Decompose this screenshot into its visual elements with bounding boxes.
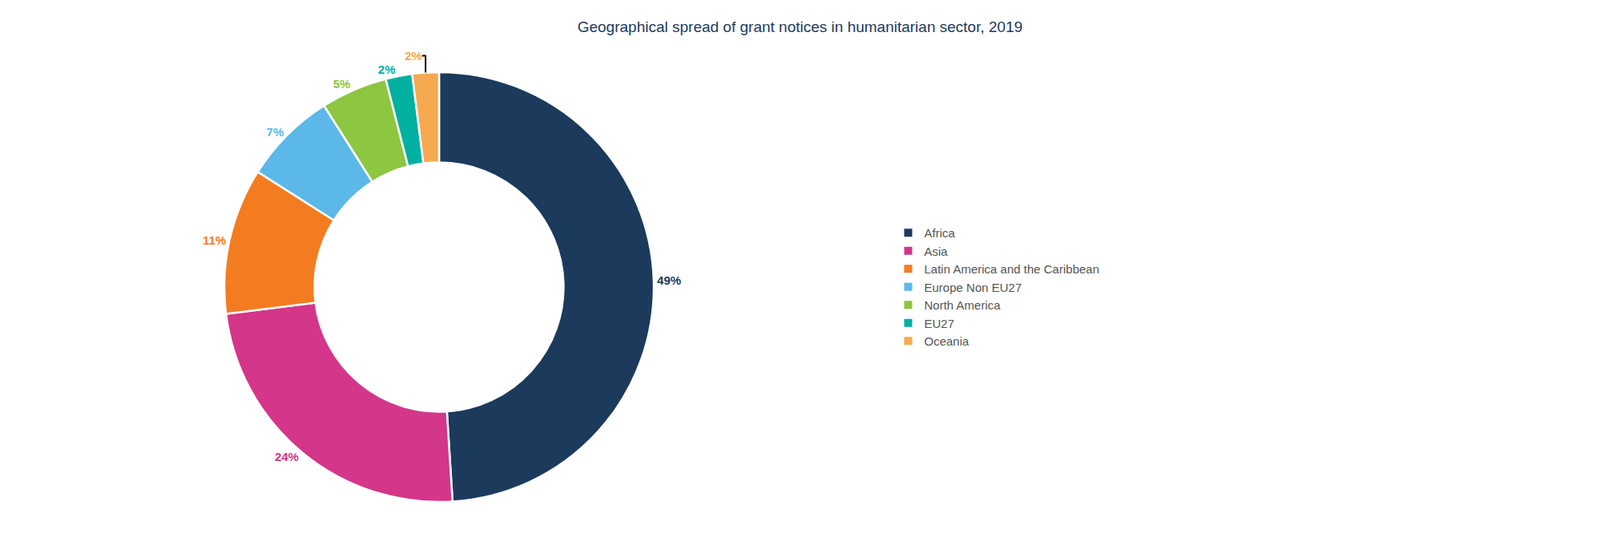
svg-text:Africa: Africa [924, 225, 956, 240]
svg-text:Latin America and the Caribbea: Latin America and the Caribbean [924, 261, 1100, 276]
svg-text:Geographical spread of grant n: Geographical spread of grant notices in … [577, 18, 1024, 36]
svg-text:5%: 5% [333, 76, 351, 91]
svg-text:24%: 24% [274, 449, 299, 464]
svg-text:Europe Non EU27: Europe Non EU27 [924, 280, 1023, 295]
svg-text:EU27: EU27 [924, 316, 956, 331]
svg-text:49%: 49% [656, 273, 682, 287]
svg-text:Oceania: Oceania [924, 334, 971, 348]
svg-text:7%: 7% [266, 124, 285, 139]
svg-text:Asia: Asia [924, 244, 949, 258]
svg-text:11%: 11% [202, 233, 226, 247]
svg-text:2%: 2% [404, 48, 423, 63]
svg-text:2%: 2% [378, 62, 396, 77]
svg-text:North America: North America [924, 298, 1002, 312]
